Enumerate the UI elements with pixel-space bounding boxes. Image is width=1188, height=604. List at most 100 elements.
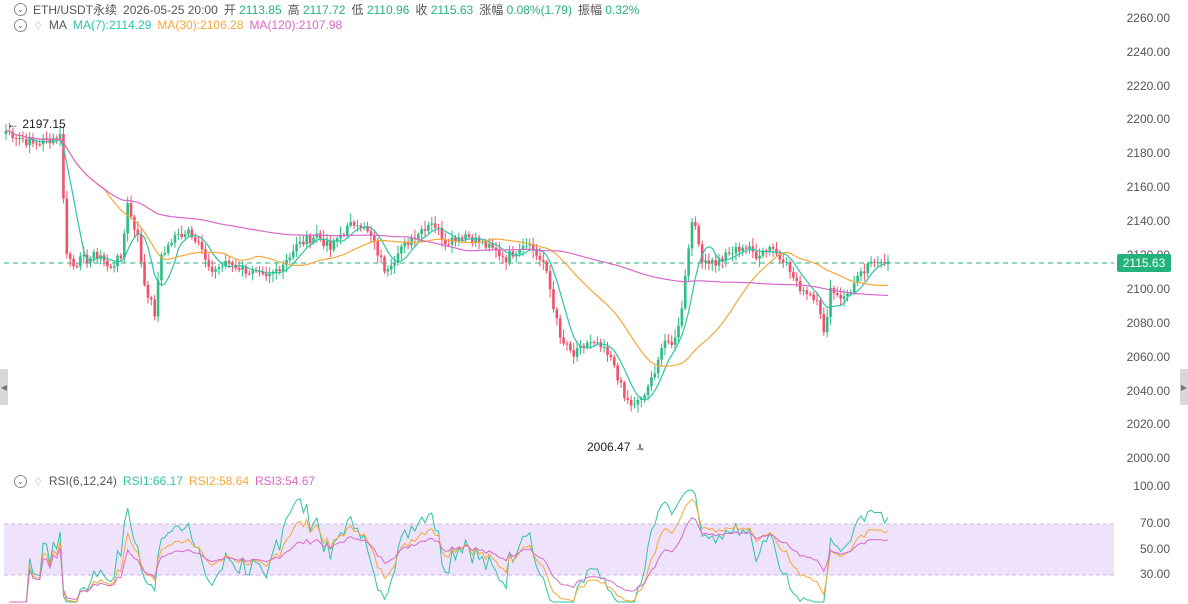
candle-body xyxy=(227,260,231,264)
candle-body xyxy=(863,271,866,274)
candle-body xyxy=(518,249,521,254)
candle-body xyxy=(65,198,69,254)
high-label: 高 xyxy=(287,3,300,17)
high-annotation-value: 2197.15 xyxy=(22,117,66,131)
candle-body xyxy=(498,250,501,257)
candle-body xyxy=(836,293,839,296)
candle-body xyxy=(852,283,856,292)
candle-body xyxy=(342,234,346,236)
candle-body xyxy=(856,275,859,284)
candle-body xyxy=(444,239,447,245)
candle-body xyxy=(220,266,224,268)
amplitude-value: 0.32% xyxy=(605,3,640,17)
bell-icon[interactable]: ♢ xyxy=(33,19,43,32)
ma120-value: MA(120):2107.98 xyxy=(249,18,343,32)
candle-body xyxy=(765,250,768,252)
candle-body xyxy=(494,247,498,251)
ma-name: MA xyxy=(48,18,67,32)
candle-body xyxy=(423,229,427,231)
candle-body xyxy=(288,257,292,261)
candle-body xyxy=(724,252,728,261)
scroll-right-arrow-icon[interactable]: ▶ xyxy=(1180,369,1188,405)
rsi-bell-icon[interactable]: ♢ xyxy=(33,475,43,488)
candle-body xyxy=(248,273,251,275)
candle-body xyxy=(626,398,630,400)
candle-body xyxy=(261,271,265,274)
candle-body xyxy=(302,241,305,245)
candle-body xyxy=(416,234,420,240)
candle-body xyxy=(4,130,8,135)
candle-body xyxy=(606,347,609,355)
candle-body xyxy=(339,234,342,239)
candle-body xyxy=(24,139,28,146)
candle-body xyxy=(869,261,873,264)
candle-body xyxy=(775,248,778,254)
candle-body xyxy=(373,235,376,242)
candle-body xyxy=(650,377,653,387)
price-tick: 2160.00 xyxy=(1126,180,1170,194)
candle-body xyxy=(214,269,217,272)
candle-body xyxy=(558,318,562,338)
candle-body xyxy=(190,229,194,238)
candle-body xyxy=(122,233,126,259)
candle-body xyxy=(231,263,234,265)
candle-body xyxy=(143,261,146,285)
low-value: 2110.96 xyxy=(366,3,410,17)
candle-body xyxy=(717,258,721,266)
rsi-line-6 xyxy=(9,489,889,603)
candle-body xyxy=(572,350,576,357)
scroll-left-arrow-icon[interactable]: ◀ xyxy=(0,369,8,405)
candle-body xyxy=(275,269,278,272)
price-tick: 2140.00 xyxy=(1126,214,1170,228)
candle-body xyxy=(768,246,772,251)
candle-body xyxy=(727,252,731,254)
rsi-line-24 xyxy=(9,517,889,603)
candle-body xyxy=(109,266,113,268)
price-tick: 2220.00 xyxy=(1126,79,1170,93)
candle-body xyxy=(430,223,434,225)
candle-body xyxy=(278,269,282,272)
candle-body xyxy=(673,337,677,345)
candle-body xyxy=(28,138,31,146)
collapse-chevron-icon[interactable]: ⌄ xyxy=(14,3,27,16)
candle-body xyxy=(883,261,886,264)
candle-body xyxy=(352,221,356,226)
candle-body xyxy=(119,255,123,259)
price-tick: 2060.00 xyxy=(1126,350,1170,364)
candle-body xyxy=(136,229,140,235)
rsi2-value: RSI2:58.64 xyxy=(188,474,250,488)
close-label: 收 xyxy=(415,3,428,17)
datetime-label: 2026-05-25 20:00 xyxy=(123,2,218,17)
candle-body xyxy=(822,314,826,333)
rsi-tick: 50.00 xyxy=(1139,542,1170,556)
candle-body xyxy=(241,266,244,270)
candle-body xyxy=(389,265,393,270)
candle-body xyxy=(335,238,339,241)
candle-body xyxy=(52,137,55,144)
candle-body xyxy=(48,138,52,144)
ma30-value: MA(30):2106.28 xyxy=(157,18,244,32)
candle-body xyxy=(511,251,515,257)
ma-collapse-chevron-icon[interactable]: ⌄ xyxy=(14,18,27,32)
candle-body xyxy=(846,293,849,297)
open-label: 开 xyxy=(223,3,236,17)
candle-body xyxy=(491,243,494,248)
candle-body xyxy=(714,260,717,266)
candle-body xyxy=(778,253,782,260)
candle-body xyxy=(808,294,812,296)
ma-line-7 xyxy=(5,130,889,401)
rsi-name: RSI(6,12,24) xyxy=(48,474,117,488)
candle-body xyxy=(629,399,633,406)
candle-body xyxy=(193,237,197,242)
candle-body xyxy=(156,280,160,317)
ma7-value: MA(7):2114.29 xyxy=(72,18,152,32)
rsi-collapse-chevron-icon[interactable]: ⌄ xyxy=(14,474,27,488)
candle-body xyxy=(433,223,437,228)
candle-body xyxy=(291,251,295,258)
candle-body xyxy=(369,231,373,236)
candle-body xyxy=(359,225,363,229)
candle-body xyxy=(396,253,400,263)
candle-body xyxy=(180,233,184,237)
ma-lines-layer xyxy=(5,130,889,401)
